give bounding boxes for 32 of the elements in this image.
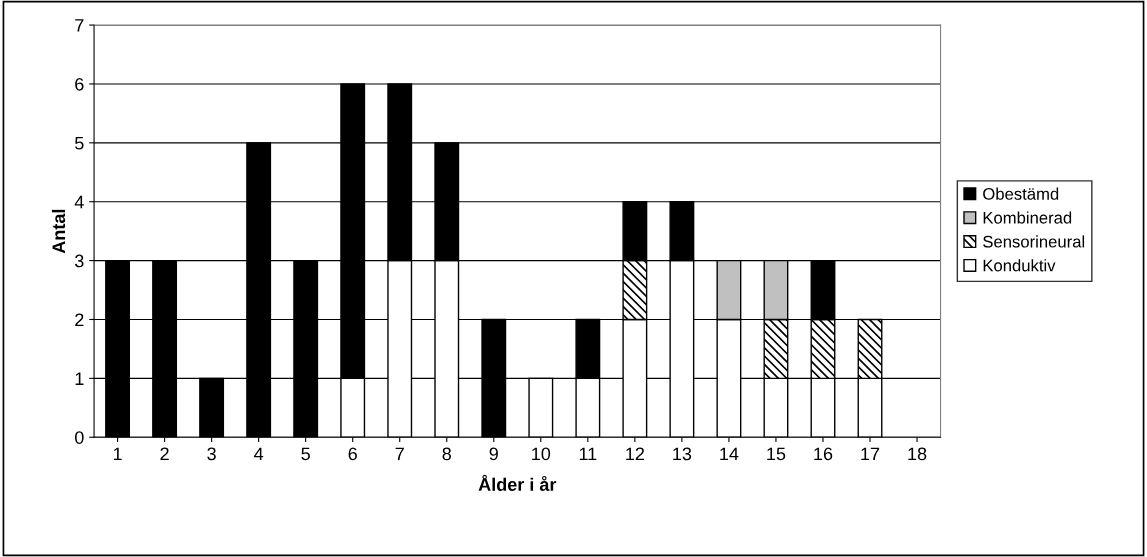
- x-tick-label: 8: [442, 447, 451, 461]
- legend-label: Sensorineural: [983, 235, 1085, 248]
- legend-label: Kombinerad: [983, 211, 1072, 224]
- x-tick-label: 6: [348, 447, 357, 461]
- x-tick-label: 3: [207, 447, 216, 461]
- x-tick-label: 5: [301, 447, 310, 461]
- x-tick-label: 15: [767, 447, 786, 461]
- x-tick-label: 9: [489, 447, 498, 461]
- legend-label: Konduktiv: [983, 259, 1056, 272]
- x-tick-label: 13: [673, 447, 692, 461]
- x-tick-label: 14: [720, 447, 739, 461]
- x-tick-label: 10: [532, 447, 551, 461]
- y-tick-label: 2: [75, 313, 84, 327]
- y-tick-label: 3: [74, 254, 84, 268]
- y-tick-label: 4: [74, 195, 84, 209]
- x-tick-label: 11: [579, 447, 597, 461]
- x-tick-label: 12: [626, 447, 644, 461]
- x-tick-label: 1: [113, 447, 122, 461]
- x-axis-title: Ålder i år: [478, 474, 557, 491]
- y-tick-label: 7: [75, 19, 84, 32]
- x-tick-label: 2: [160, 447, 169, 461]
- legend-label: Obestämd: [983, 187, 1059, 200]
- y-tick-label: 1: [75, 372, 84, 385]
- x-tick-label: 4: [254, 447, 264, 461]
- x-tick-label: 7: [395, 447, 404, 461]
- y-tick-label: 0: [75, 431, 84, 444]
- y-tick-label: 6: [75, 77, 84, 91]
- x-tick-label: 17: [861, 447, 880, 461]
- x-tick-label: 18: [908, 447, 927, 461]
- y-axis-title: Antal: [51, 209, 66, 254]
- y-tick-label: 5: [75, 136, 84, 150]
- x-tick-label: 16: [814, 447, 833, 461]
